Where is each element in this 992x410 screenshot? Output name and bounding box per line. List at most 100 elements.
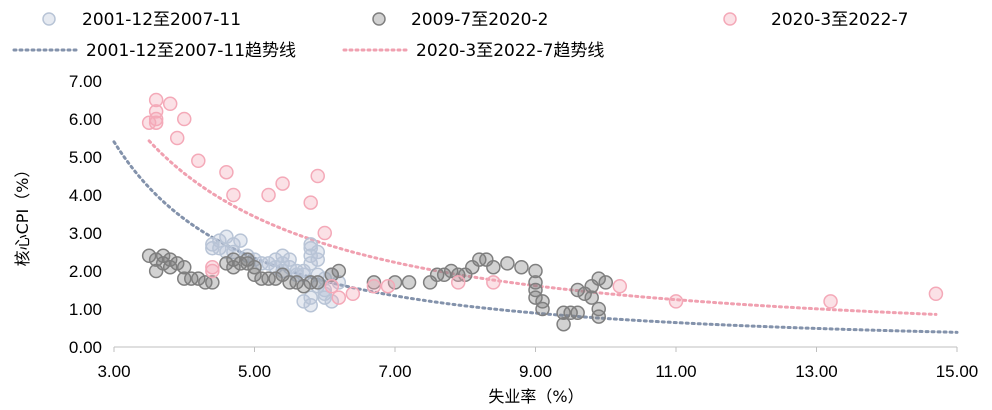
data-point: [148, 92, 164, 108]
data-point: [823, 294, 838, 309]
data-point: [570, 282, 585, 298]
y-tick-label: 3.00: [69, 224, 102, 243]
trendline-2: [147, 139, 938, 316]
data-point: [486, 259, 501, 275]
data-point: [148, 111, 164, 127]
data-point: [598, 275, 613, 290]
data-point: [282, 252, 297, 267]
data-point: [226, 244, 241, 260]
data-point: [148, 104, 164, 119]
data-point: [366, 275, 382, 290]
data-point: [268, 271, 283, 286]
x-tick-label: 5.00: [238, 362, 271, 381]
data-point: [584, 290, 599, 305]
data-point: [226, 259, 241, 275]
data-point: [668, 294, 684, 309]
data-point: [275, 256, 290, 271]
legend-label-series-3: 2020-3至2022-7: [771, 10, 908, 30]
x-axis-ticks: 3.00 5.00 7.00 9.00 11.00 13.00 15.00: [97, 347, 978, 381]
data-point: [486, 275, 501, 290]
legend-item-trend-2: 2020-3至2022-7趋势线: [342, 41, 604, 61]
data-point: [162, 259, 178, 275]
data-point: [591, 301, 606, 317]
data-point: [240, 256, 255, 271]
data-point: [289, 275, 304, 290]
data-point: [380, 278, 396, 294]
data-point: [528, 275, 543, 290]
legend-item-series-2: 2009-7至2020-2: [372, 10, 548, 30]
data-point: [275, 176, 290, 191]
data-point: [177, 111, 192, 127]
series-3-points: [141, 92, 944, 309]
data-point: [317, 290, 332, 305]
data-point: [591, 309, 606, 324]
data-point: [205, 237, 220, 252]
data-point: [443, 263, 459, 279]
data-point: [162, 252, 178, 267]
data-point: [177, 259, 192, 275]
data-point: [345, 286, 361, 302]
y-axis-title: 核心CPI（%）: [13, 162, 32, 267]
x-tick-label: 7.00: [378, 362, 411, 381]
y-tick-label: 0.00: [69, 338, 102, 357]
legend-label-trend-2: 2020-3至2022-7趋势线: [416, 41, 604, 61]
data-point: [275, 248, 290, 264]
x-tick-label: 9.00: [519, 362, 552, 381]
legend-label-series-2: 2009-7至2020-2: [411, 10, 548, 30]
y-tick-label: 5.00: [69, 148, 102, 167]
data-point: [303, 297, 318, 313]
data-point: [205, 275, 220, 290]
data-point: [387, 275, 403, 290]
series-2-points: [141, 248, 613, 332]
data-point: [148, 115, 164, 131]
data-point: [303, 248, 318, 264]
data-point: [247, 259, 262, 275]
data-point: [528, 263, 543, 279]
data-point: [219, 256, 234, 271]
legend-marker-series-3: [723, 12, 737, 26]
data-point: [212, 240, 227, 256]
data-point: [528, 290, 543, 305]
y-tick-label: 2.00: [69, 262, 102, 281]
data-point: [226, 252, 241, 267]
legend: 2001-12至2007-11 2009-7至2020-2 2020-3至202…: [12, 10, 908, 61]
data-point: [324, 278, 340, 294]
data-point: [500, 256, 515, 271]
x-tick-label: 13.00: [795, 362, 838, 381]
data-point: [303, 240, 318, 256]
data-point: [303, 290, 318, 305]
data-point: [162, 96, 178, 112]
data-point: [310, 275, 325, 290]
data-point: [310, 168, 325, 184]
data-point: [169, 130, 185, 146]
data-point: [310, 252, 325, 267]
data-point: [296, 278, 311, 294]
data-points: [141, 92, 944, 332]
data-point: [219, 164, 234, 180]
data-point: [331, 290, 347, 305]
data-point: [148, 252, 164, 267]
data-point: [268, 252, 283, 267]
data-point: [331, 263, 347, 279]
data-point: [450, 275, 466, 290]
data-point: [155, 256, 171, 271]
data-point: [612, 278, 628, 294]
data-point: [535, 301, 550, 317]
y-axis-ticks: 0.00 1.00 2.00 3.00 4.00 5.00 6.00 7.00: [69, 72, 102, 357]
x-axis-title: 失业率（%）: [488, 387, 583, 406]
y-tick-label: 4.00: [69, 186, 102, 205]
data-point: [556, 316, 571, 332]
legend-marker-series-2: [372, 12, 386, 26]
data-point: [233, 233, 248, 248]
data-point: [591, 271, 606, 286]
data-point: [324, 294, 340, 309]
data-point: [212, 233, 227, 248]
data-point: [535, 294, 550, 309]
data-point: [155, 248, 171, 264]
data-point: [205, 263, 220, 279]
data-point: [528, 282, 543, 298]
legend-item-trend-1: 2001-12至2007-11趋势线: [12, 41, 296, 61]
x-tick-label: 11.00: [655, 362, 696, 381]
